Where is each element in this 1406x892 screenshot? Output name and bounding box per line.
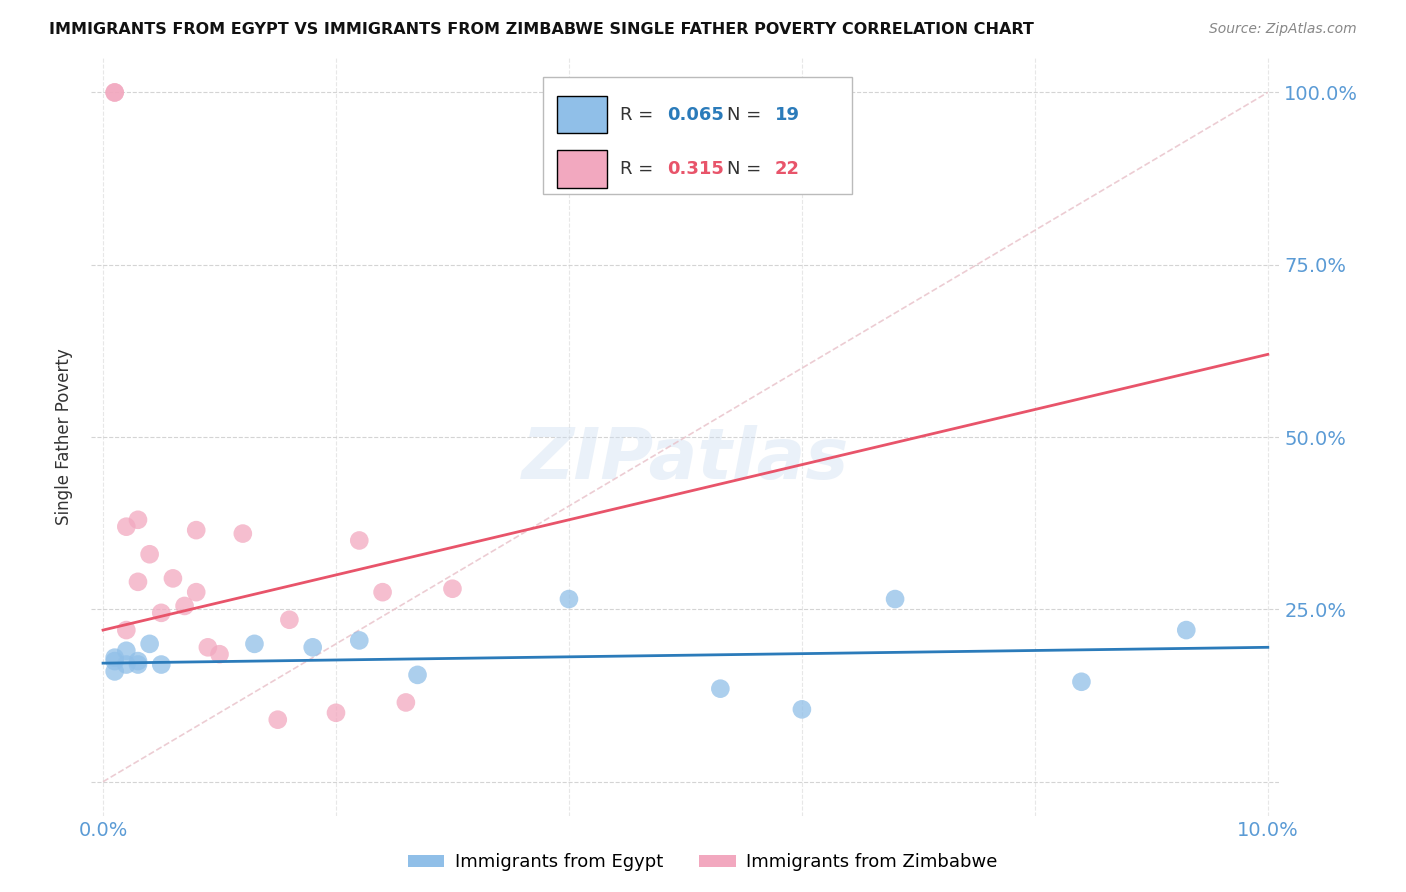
Point (197, 640, 219, 655)
Point (186, 585, 208, 599)
Point (349, 533, 371, 548)
Point (558, 592, 581, 607)
Text: ZIPatlas: ZIPatlas (522, 425, 849, 494)
Point (406, 668, 429, 682)
Text: R =: R = (620, 105, 659, 123)
Point (790, 702, 813, 716)
Point (371, 585, 394, 599)
Legend: Immigrants from Egypt, Immigrants from Zimbabwe: Immigrants from Egypt, Immigrants from Z… (401, 847, 1005, 879)
Y-axis label: Single Father Poverty: Single Father Poverty (55, 349, 73, 525)
Point (267, 713, 290, 727)
Point (301, 640, 323, 655)
Point (278, 613, 301, 627)
Text: N =: N = (727, 160, 768, 178)
Point (127, 657, 149, 672)
Point (138, 547, 160, 561)
Point (127, 654, 149, 668)
Point (115, 644, 138, 658)
Point (150, 657, 173, 672)
Point (1070, 674, 1092, 689)
Point (104, 86, 127, 100)
Point (208, 647, 231, 661)
Point (232, 526, 254, 541)
Point (1175, 623, 1198, 637)
Point (884, 592, 907, 607)
Point (441, 582, 464, 596)
Point (325, 706, 347, 720)
FancyBboxPatch shape (557, 95, 607, 134)
Point (173, 599, 195, 613)
Point (104, 665, 127, 679)
Point (127, 574, 149, 589)
Text: Source: ZipAtlas.com: Source: ZipAtlas.com (1209, 22, 1357, 37)
Point (104, 650, 127, 665)
Text: 0.315: 0.315 (668, 160, 724, 178)
Point (115, 657, 138, 672)
Point (349, 633, 371, 648)
Point (186, 523, 208, 537)
Point (395, 696, 418, 710)
Text: R =: R = (620, 160, 659, 178)
Text: 0.065: 0.065 (668, 105, 724, 123)
FancyBboxPatch shape (543, 77, 852, 194)
Point (127, 513, 149, 527)
Text: N =: N = (727, 105, 768, 123)
Text: 22: 22 (775, 160, 800, 178)
Point (115, 623, 138, 637)
Point (104, 86, 127, 100)
FancyBboxPatch shape (557, 150, 607, 187)
Point (138, 637, 160, 651)
Text: IMMIGRANTS FROM EGYPT VS IMMIGRANTS FROM ZIMBABWE SINGLE FATHER POVERTY CORRELAT: IMMIGRANTS FROM EGYPT VS IMMIGRANTS FROM… (49, 22, 1033, 37)
Point (104, 654, 127, 668)
Point (162, 571, 184, 585)
Point (709, 681, 731, 696)
Point (115, 519, 138, 533)
Point (243, 637, 266, 651)
Point (150, 606, 173, 620)
Text: 19: 19 (775, 105, 800, 123)
